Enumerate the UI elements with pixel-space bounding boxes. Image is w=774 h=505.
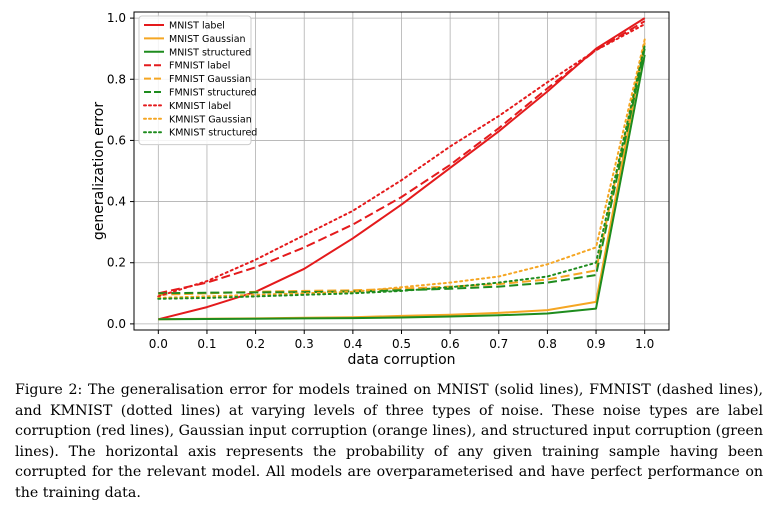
x-tick-label: 0.1 <box>197 337 216 351</box>
x-axis-label: data corruption <box>347 352 455 368</box>
legend-label: KMNIST label <box>169 101 231 112</box>
x-tick-label: 0.0 <box>149 337 168 351</box>
x-tick-label: 0.8 <box>538 337 557 351</box>
axis-ticks: 0.0 0.1 0.2 0.3 0.4 0.5 0.6 0.7 0.8 0.9 1.0 0.0 0.2 0… <box>107 11 654 351</box>
series-line-fmnist-label <box>158 20 646 295</box>
series-line-kmnist-structured <box>157 44 646 300</box>
legend-label: MNIST Gaussian <box>169 34 246 45</box>
x-tick-label: 0.9 <box>586 337 605 351</box>
y-tick-label: 0.4 <box>107 195 126 209</box>
y-tick-label: 0.2 <box>107 256 126 270</box>
x-tick-label: 1.0 <box>635 337 654 351</box>
legend-label: KMNIST Gaussian <box>169 114 252 125</box>
figure-caption: Figure 2: The generalisation error for m… <box>15 382 763 501</box>
x-tick-label: 0.4 <box>343 337 362 351</box>
legend-label: MNIST label <box>169 21 225 32</box>
x-tick-label: 0.2 <box>246 337 265 351</box>
legend-box <box>138 15 252 146</box>
series-line-mnist-label <box>158 17 646 321</box>
y-tick-label: 1.0 <box>107 11 126 25</box>
legend-label: FMNIST label <box>169 61 230 72</box>
grid <box>134 12 669 330</box>
x-tick-label: 0.6 <box>441 337 460 351</box>
y-axis-label: generalization error <box>91 102 107 240</box>
legend-label: FMNIST structured <box>169 88 257 99</box>
y-tick-label: 0.8 <box>107 72 126 86</box>
chart-area: 0.0 0.1 0.2 0.3 0.4 0.5 0.6 0.7 0.8 0.9 1.0 0.0 0.2 0… <box>91 11 670 368</box>
series-line-mnist-structured <box>158 54 646 321</box>
legend-label: FMNIST Gaussian <box>169 74 251 85</box>
legend-label: MNIST structured <box>169 47 251 58</box>
series-line-kmnist-label <box>157 23 646 298</box>
x-tick-label: 0.3 <box>295 337 314 351</box>
y-tick-label: 0.0 <box>107 317 126 331</box>
line-chart: 0.0 0.1 0.2 0.3 0.4 0.5 0.6 0.7 0.8 0.9 1.0 0.0 0.2 0… <box>91 11 670 368</box>
series-lines <box>157 17 646 321</box>
x-tick-label: 0.5 <box>392 337 411 351</box>
legend: MNIST label MNIST Gaussian MNIST structure… <box>138 15 257 146</box>
legend-label: KMNIST structured <box>169 128 257 139</box>
y-tick-label: 0.6 <box>107 133 126 147</box>
x-tick-label: 0.7 <box>489 337 508 351</box>
series-line-fmnist-structured <box>158 48 646 295</box>
series-line-kmnist-gaussian <box>157 38 646 299</box>
